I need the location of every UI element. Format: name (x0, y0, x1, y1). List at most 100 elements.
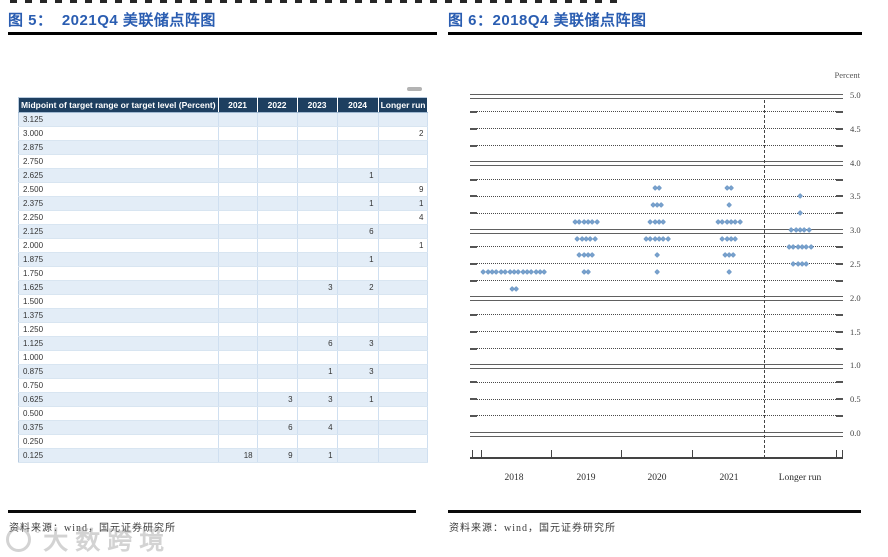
row-label: 2.875 (18, 140, 219, 155)
dot (589, 252, 596, 259)
dot (728, 184, 735, 191)
table-cell: 4 (297, 420, 338, 435)
table-cell: 1 (297, 448, 338, 463)
grid-line-dotted (477, 330, 836, 332)
cropped-text-artifact (10, 0, 622, 3)
table-cell (297, 140, 338, 155)
row-label: 1.125 (18, 336, 219, 351)
grid-line-cap (836, 195, 843, 198)
table-cell: 2 (337, 280, 379, 295)
dot (541, 269, 548, 276)
table-cell (378, 336, 429, 351)
table-cell: 3 (297, 280, 338, 295)
x-category-label: Longer run (778, 473, 822, 483)
table-cell (218, 238, 258, 253)
dot (593, 218, 600, 225)
table-row: 0.250 (18, 434, 429, 449)
table-cell (218, 420, 258, 435)
dot (585, 269, 592, 276)
table-cell (218, 224, 258, 239)
dot (725, 269, 733, 276)
row-label: 1.375 (18, 308, 219, 323)
figure6-title: 图 6：2018Q4 美联储点阵图 (448, 12, 647, 29)
dot (796, 193, 804, 200)
y-tick-label: 0.5 (850, 394, 861, 405)
table-cell (297, 322, 338, 337)
table-cell (378, 168, 429, 183)
table-row: 2.250 4 (18, 210, 429, 225)
grid-line-cap (836, 127, 843, 130)
table-cell (297, 406, 338, 421)
table-cell: 9 (378, 182, 429, 197)
table-cell (297, 196, 338, 211)
grid-line-cap (836, 330, 843, 333)
table-cell (378, 252, 429, 267)
table-cell (257, 112, 298, 127)
x-axis-tick (842, 450, 844, 458)
table-cell (257, 140, 298, 155)
x-axis-tick (481, 450, 483, 458)
table-cell (218, 336, 258, 351)
table-row: 2.500 9 (18, 182, 429, 197)
table-cell (218, 280, 258, 295)
x-category-label: 2018 (504, 473, 524, 483)
table-row: 3.125 (18, 112, 429, 127)
table-cell (378, 112, 429, 127)
table-cell (337, 448, 379, 463)
row-label: 0.750 (18, 378, 219, 393)
table-cell (297, 154, 338, 169)
table-cell (218, 210, 258, 225)
table-row: 0.875 1 3 (18, 364, 429, 379)
table-cell (297, 168, 338, 183)
y-tick-label: 4.0 (850, 157, 861, 168)
row-label: 2.250 (18, 210, 219, 225)
table-row: 2.125 6 (18, 224, 429, 239)
grid-line-dotted (477, 195, 836, 197)
table-cell (218, 126, 258, 141)
grid-line-dotted (477, 111, 836, 113)
table-cell (218, 140, 258, 155)
figure6-title-rule (448, 32, 862, 35)
row-label: 0.875 (18, 364, 219, 379)
row-label: 2.625 (18, 168, 219, 183)
x-axis-tick (836, 450, 838, 458)
row-label: 2.375 (18, 196, 219, 211)
dot (513, 286, 520, 293)
x-category-label: 2019 (576, 473, 596, 483)
grid-line-cap (470, 398, 477, 401)
table-cell (337, 322, 379, 337)
grid-line-cap (836, 415, 843, 418)
grid-line-dotted (477, 398, 836, 400)
grid-line-cap (836, 144, 843, 147)
row-label: 0.375 (18, 420, 219, 435)
grid-line-cap (470, 347, 477, 350)
table-cell (257, 280, 298, 295)
x-axis-tick (551, 450, 553, 458)
table-row: 2.375 1 1 (18, 196, 429, 211)
col-header-2024: 2024 (337, 97, 379, 113)
table-cell (337, 420, 379, 435)
table-row: 2.875 (18, 140, 429, 155)
grid-line-cap (836, 381, 843, 384)
table-cell (257, 336, 298, 351)
table-cell: 9 (257, 448, 298, 463)
table-cell (378, 392, 429, 407)
table-cell (257, 168, 298, 183)
table-cell (218, 378, 258, 393)
grid-line-cap (470, 263, 477, 265)
table-cell: 3 (337, 336, 379, 351)
grid-line-dotted (477, 314, 836, 315)
table-row: 3.000 2 (18, 126, 429, 141)
table-cell (337, 434, 379, 449)
table-cell (257, 378, 298, 393)
y-tick-label: 1.5 (850, 326, 861, 337)
figure6-source: 资料来源：wind，国元证券研究所 (449, 523, 616, 534)
table-scrollbar-thumb[interactable] (407, 87, 422, 91)
row-label: 3.125 (18, 112, 219, 127)
table-row: 1.750 (18, 266, 429, 281)
grid-line-dotted (477, 347, 836, 349)
table-cell: 4 (378, 210, 429, 225)
table-row: 1.625 3 2 (18, 280, 429, 295)
table-cell (257, 196, 298, 211)
table-cell (337, 140, 379, 155)
